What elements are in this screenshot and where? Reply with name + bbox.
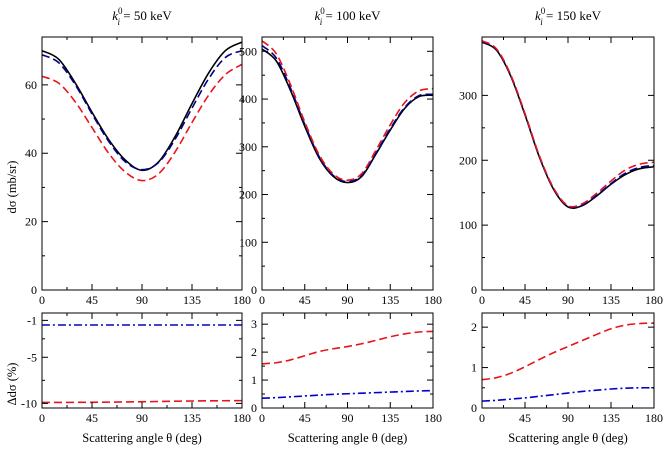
x-tick-label: 180	[645, 411, 663, 425]
plot-frame	[481, 36, 655, 291]
y-tick-label: 2	[251, 345, 257, 359]
y-tick-label: 0	[251, 401, 257, 415]
x-tick-label: 135	[381, 411, 399, 425]
series-line-dashed-black	[42, 49, 242, 171]
series-line-dashed-red	[482, 40, 654, 208]
x-tick-label: 45	[519, 293, 531, 307]
series-line-solid	[42, 41, 242, 172]
panel-title: k0 i = 50 keV	[112, 6, 172, 27]
y-tick-label: 1	[471, 361, 477, 375]
chart-panel-5: 0 45 90 135 180 0 1 2 3 Scattering angle θ (deg)	[251, 312, 442, 445]
series-line-dashed-red	[42, 63, 242, 182]
x-tick-label: 135	[381, 293, 399, 307]
series-line-dash-dot-blue	[262, 389, 433, 400]
x-tick-label: 180	[424, 411, 442, 425]
x-tick-label: 180	[645, 293, 663, 307]
y-tick-label: 500	[239, 44, 257, 58]
y-tick-label: 0	[471, 401, 477, 415]
series-line-dashed-red	[482, 322, 654, 381]
plot-frame	[41, 312, 243, 409]
y-tick-label: -1	[27, 313, 37, 327]
x-tick-label: 45	[299, 293, 311, 307]
y-tick-label: 3	[251, 317, 257, 331]
x-tick-label: 90	[342, 293, 354, 307]
series-line-solid	[482, 41, 654, 210]
y-tick-label: -10	[21, 396, 37, 410]
y-tick-label: 100	[239, 235, 257, 249]
series-line-dashed-red	[42, 399, 242, 404]
x-tick-label: 45	[299, 411, 311, 425]
x-tick-label: 90	[342, 411, 354, 425]
y-tick-label: 200	[239, 188, 257, 202]
x-tick-label: 0	[259, 411, 265, 425]
x-tick-label: 0	[39, 411, 45, 425]
x-axis-title: Scattering angle θ (deg)	[288, 431, 407, 445]
x-tick-label: 135	[183, 411, 201, 425]
x-tick-label: 135	[602, 411, 620, 425]
series-line-dash-dot-blue	[482, 386, 654, 402]
series-line-dashed-red	[262, 330, 433, 365]
x-tick-label: 180	[233, 293, 251, 307]
x-tick-label: 180	[424, 293, 442, 307]
x-tick-label: 0	[479, 293, 485, 307]
plot-frame	[261, 36, 434, 291]
y-tick-label: 0	[31, 283, 37, 297]
y-tick-label: 0	[471, 283, 477, 297]
x-axis-title: Scattering angle θ (deg)	[508, 431, 627, 445]
x-tick-label: 0	[479, 411, 485, 425]
y-tick-label: 200	[459, 153, 477, 167]
y-axis-title-bottom: Δdσ (%)	[5, 363, 19, 406]
y-tick-label: 300	[239, 140, 257, 154]
series-line-dashed-red	[262, 40, 433, 182]
x-tick-label: 45	[86, 411, 98, 425]
y-tick-label: 100	[459, 218, 477, 232]
series-line-dashed-black	[262, 44, 433, 183]
panel-title: k0 i = 150 keV	[535, 6, 602, 27]
chart-panel-2: 0 45 90 135 180 0 100 200 300 400 500 k0 i = 100 keV	[239, 6, 442, 307]
x-tick-label: 90	[562, 293, 574, 307]
chart-panel-4: 0 45 90 135 180 -10 -5 -1 Scattering angle θ (de…	[21, 312, 251, 445]
x-tick-label: 0	[259, 293, 265, 307]
chart-panel-1: 0 45 90 135 180 0 20 40 60 k0 i = 50 keV	[25, 6, 251, 307]
x-tick-label: 45	[86, 293, 98, 307]
y-tick-label: 20	[25, 215, 37, 229]
y-tick-label: 2	[471, 320, 477, 334]
chart-panel-3: 0 45 90 135 180 0 100 200 300 k0 i = 150 keV	[459, 6, 663, 307]
x-tick-label: 45	[519, 411, 531, 425]
x-tick-label: 135	[602, 293, 620, 307]
y-tick-label: 1	[251, 373, 257, 387]
y-tick-label: 300	[459, 88, 477, 102]
x-tick-label: 90	[562, 411, 574, 425]
y-tick-label: 0	[251, 283, 257, 297]
x-tick-label: 135	[183, 293, 201, 307]
y-tick-label: 400	[239, 92, 257, 106]
y-tick-label: 60	[25, 78, 37, 92]
x-tick-label: 90	[136, 411, 148, 425]
y-axis-title-top: dσ (mb/sr)	[5, 161, 19, 214]
x-tick-label: 0	[39, 293, 45, 307]
x-axis-title: Scattering angle θ (deg)	[82, 431, 201, 445]
chart-panel-6: 0 45 90 135 180 0 1 2 Scattering angle θ (deg)	[471, 312, 663, 445]
x-tick-label: 90	[136, 293, 148, 307]
y-tick-label: 40	[25, 146, 37, 160]
panel-title: k0 i = 100 keV	[314, 6, 381, 27]
series-line-dashed-black	[482, 40, 654, 209]
series-line-solid	[262, 48, 433, 184]
y-tick-label: -5	[27, 350, 37, 364]
x-tick-label: 180	[233, 411, 251, 425]
